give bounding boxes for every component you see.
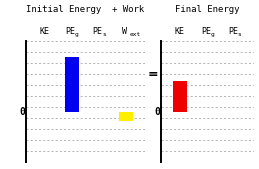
Text: W: W bbox=[122, 27, 127, 36]
Text: 0: 0 bbox=[154, 107, 160, 117]
Text: KE: KE bbox=[40, 27, 50, 36]
Text: Initial Energy  + Work: Initial Energy + Work bbox=[26, 5, 145, 14]
Text: Final Energy: Final Energy bbox=[175, 5, 240, 14]
Text: g: g bbox=[75, 32, 79, 37]
Text: PE: PE bbox=[201, 27, 211, 36]
Text: 0: 0 bbox=[19, 107, 25, 117]
Text: ext: ext bbox=[129, 32, 140, 37]
Text: PE: PE bbox=[93, 27, 103, 36]
Text: PE: PE bbox=[228, 27, 238, 36]
Bar bbox=[173, 81, 187, 112]
Text: =: = bbox=[147, 68, 158, 81]
Text: g: g bbox=[210, 32, 214, 37]
Text: PE: PE bbox=[66, 27, 76, 36]
Text: s: s bbox=[238, 32, 241, 37]
Text: KE: KE bbox=[175, 27, 185, 36]
Bar bbox=[65, 57, 79, 112]
Bar bbox=[119, 112, 133, 121]
Text: s: s bbox=[102, 32, 106, 37]
